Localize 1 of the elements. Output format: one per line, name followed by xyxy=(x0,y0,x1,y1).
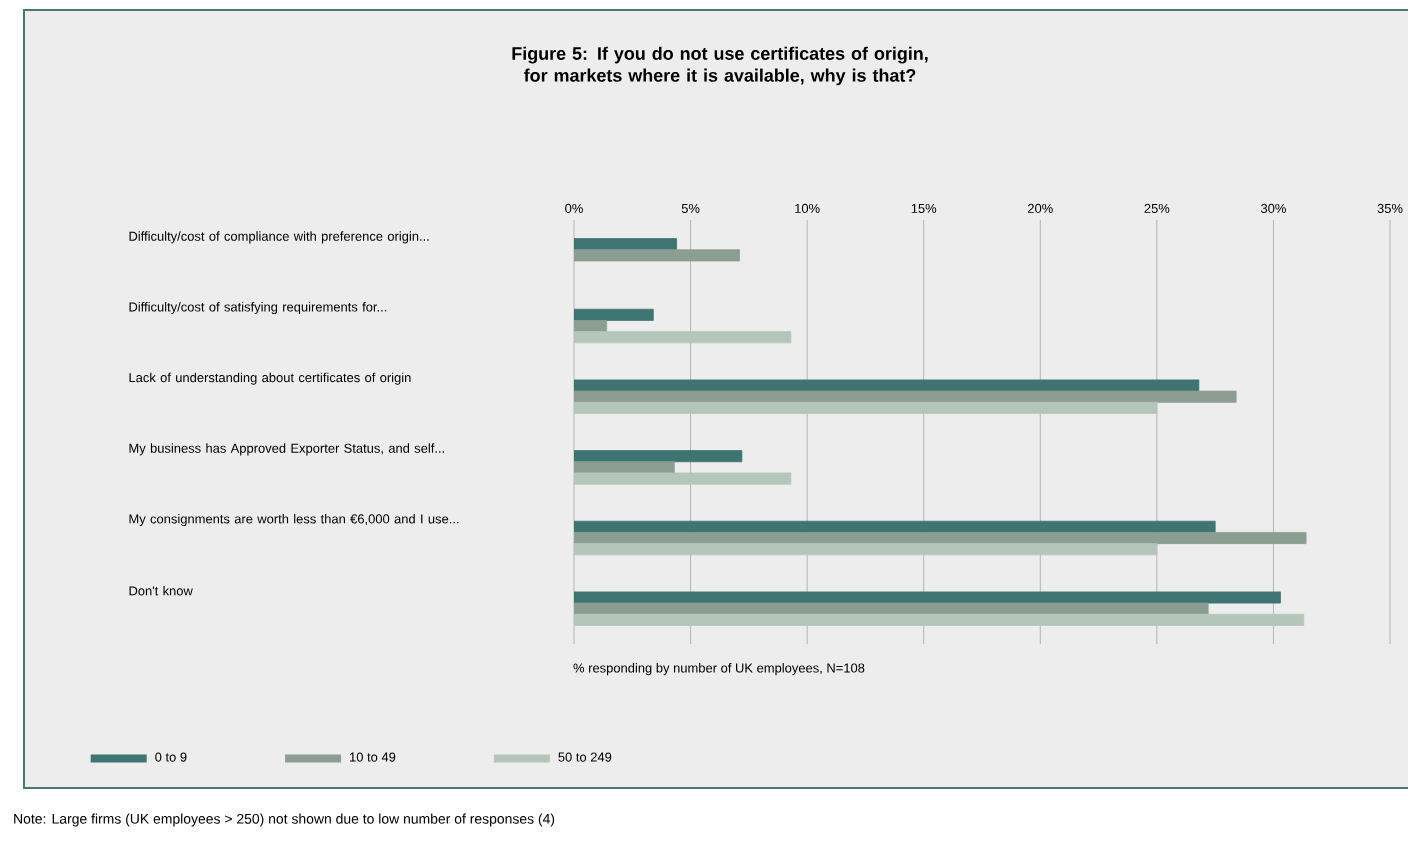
chart-title: Figure 5: If you do not use certificates of origin, for markets where it is available, why is that? xyxy=(512,46,928,86)
